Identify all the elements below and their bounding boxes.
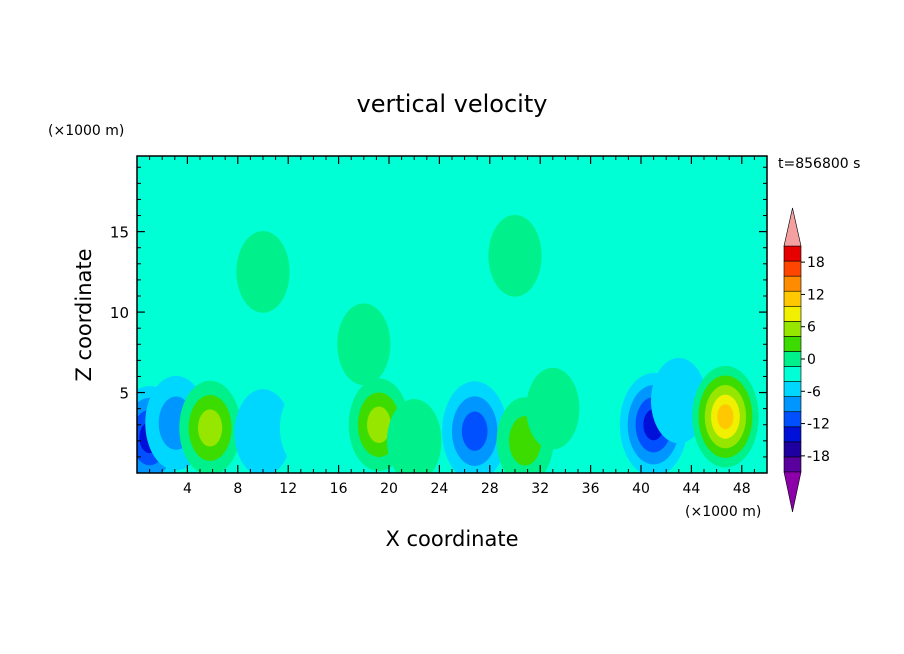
y-tick-label: 5 xyxy=(119,385,129,403)
y-tick-label: 10 xyxy=(110,304,129,322)
contour-band xyxy=(463,156,517,225)
x-tick-label: 32 xyxy=(531,481,549,497)
velocity-cell xyxy=(488,214,542,297)
velocity-cell xyxy=(526,367,580,450)
plot-area xyxy=(137,156,767,473)
colorbar-swatch xyxy=(783,411,802,428)
colorbar-swatch xyxy=(783,321,802,337)
contour-band xyxy=(614,247,668,329)
velocity-cell xyxy=(179,380,241,473)
colorbar-swatch xyxy=(783,441,802,458)
colorbar-over-arrow xyxy=(783,207,802,247)
velocity-cell xyxy=(387,399,442,473)
x-tick-label: 20 xyxy=(380,481,398,497)
y-axis: 5 10 15 xyxy=(110,166,767,458)
contour-band xyxy=(236,230,290,313)
x-tick-label: 40 xyxy=(632,481,650,497)
contour-band xyxy=(367,406,391,443)
colorbar-swatch xyxy=(783,245,802,262)
time-label: t=856800 s xyxy=(778,156,860,172)
x-axis-label: X coordinate xyxy=(385,527,518,551)
x-tick-label: 4 xyxy=(183,481,192,497)
chart-title: vertical velocity xyxy=(357,90,548,118)
velocity-cell xyxy=(279,386,335,470)
colorbar-swatch xyxy=(783,336,802,352)
contour-band xyxy=(526,367,580,450)
velocity-cell xyxy=(234,389,292,473)
x-tick-label: 48 xyxy=(733,481,751,497)
colorbar-swatch xyxy=(783,396,802,413)
x-tick-label: 36 xyxy=(582,481,600,497)
velocity-cell xyxy=(692,365,759,468)
colorbar-label: -6 xyxy=(807,384,821,400)
contour-band xyxy=(234,389,292,473)
x-tick-label: 12 xyxy=(279,481,297,497)
velocity-cell xyxy=(442,381,508,473)
y-tick-label: 15 xyxy=(110,224,129,242)
colorbar-swatch xyxy=(783,366,802,382)
velocity-cell xyxy=(614,247,668,329)
y-axis-label: Z coordinate xyxy=(72,248,96,381)
colorbar-label: 18 xyxy=(807,255,825,271)
x-tick-label: 44 xyxy=(682,481,700,497)
colorbar-swatch xyxy=(783,275,802,292)
x-axis: 4 8 12 16 20 24 28 32 36 40 44 48 xyxy=(149,156,755,497)
colorbar-swatch xyxy=(783,426,802,443)
x-tick-label: 8 xyxy=(233,481,242,497)
colorbar-swatch xyxy=(783,351,802,367)
colorbar-under-arrow xyxy=(783,471,802,513)
colorbar-label: -18 xyxy=(807,449,830,465)
colorbar-label: -12 xyxy=(807,417,830,433)
y-unit-label: (×1000 m) xyxy=(48,123,124,139)
velocity-cell xyxy=(337,303,391,386)
x-unit-label: (×1000 m) xyxy=(685,504,761,520)
colorbar-label: 0 xyxy=(807,352,816,368)
colorbar-swatch xyxy=(783,456,802,473)
x-tick-label: 24 xyxy=(430,481,448,497)
colorbar-label: 12 xyxy=(807,287,825,303)
colorbar-swatch xyxy=(783,290,802,307)
x-tick-label: 28 xyxy=(481,481,499,497)
velocity-cell xyxy=(236,230,290,313)
contour-band xyxy=(717,404,734,430)
contour-band xyxy=(279,386,335,470)
colorbar-swatch xyxy=(783,260,802,277)
x-tick-label: 16 xyxy=(330,481,348,497)
velocity-cell xyxy=(463,156,517,225)
contour-band xyxy=(197,409,223,447)
colorbar-swatch xyxy=(783,305,802,322)
colorbar-swatch xyxy=(783,381,802,397)
colorbar: 18 12 6 0 -6 -12 -18 xyxy=(783,207,830,513)
contour-band xyxy=(461,411,488,451)
contour-band xyxy=(387,399,442,473)
colorbar-label: 6 xyxy=(807,320,816,336)
contour-band xyxy=(488,214,542,297)
contour-band xyxy=(337,303,391,386)
